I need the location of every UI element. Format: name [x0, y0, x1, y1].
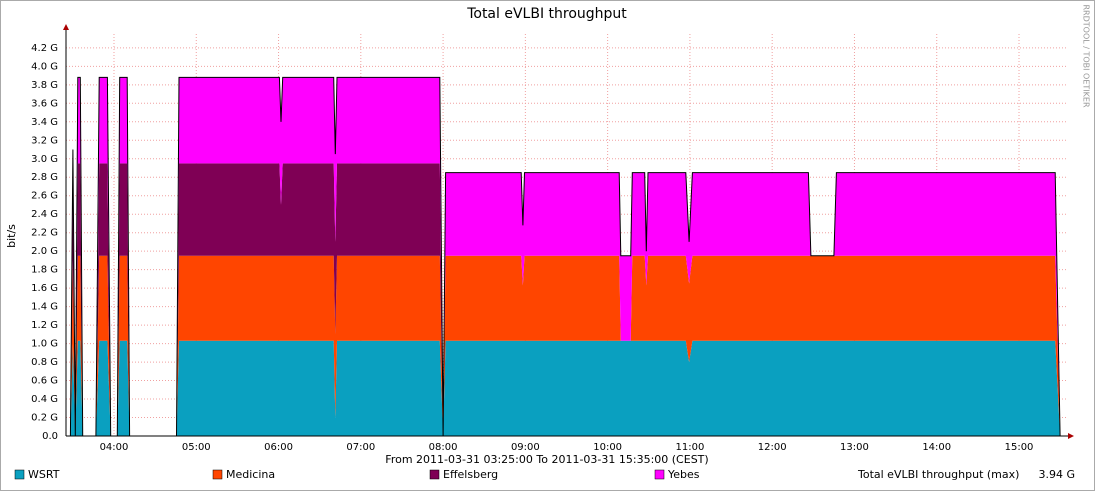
y-tick-label: 2.0 G — [31, 246, 58, 257]
y-tick-label: 3.2 G — [31, 135, 58, 146]
area — [66, 340, 1061, 436]
y-tick-label: 1.6 G — [31, 283, 58, 294]
y-tick-label: 2.8 G — [31, 172, 58, 183]
y-tick-label: 1.8 G — [31, 265, 58, 276]
total-outline — [66, 76, 1061, 437]
y-tick-label: 0.6 G — [31, 376, 58, 387]
y-tick-label: 3.8 G — [31, 80, 58, 91]
x-tick-label: 09:00 — [511, 442, 540, 453]
x-tick-label: 12:00 — [758, 442, 787, 453]
areas — [66, 76, 1061, 437]
legend-swatch — [212, 469, 223, 480]
axes — [63, 24, 1074, 439]
y-tick-label: 3.0 G — [31, 154, 58, 165]
y-tick-label: 1.4 G — [31, 302, 58, 313]
y-tick-label: 2.4 G — [31, 209, 58, 220]
y-tick-label: 0.2 G — [31, 413, 58, 424]
x-tick-label: 13:00 — [840, 442, 869, 453]
x-tick-label: 05:00 — [182, 442, 211, 453]
y-tick-label: 0.8 G — [31, 357, 58, 368]
y-tick-label: 4.2 G — [31, 43, 58, 54]
legend-swatch — [429, 469, 440, 480]
max-value: 3.94 G — [1038, 468, 1075, 481]
legend-label: Yebes — [667, 468, 700, 481]
legend-label: Medicina — [226, 468, 275, 481]
legend-swatch — [654, 469, 665, 480]
max-label: Total eVLBI throughput (max) — [857, 468, 1019, 481]
y-tick-label: 4.0 G — [31, 61, 58, 72]
area — [66, 255, 1061, 436]
x-tick-label: 11:00 — [675, 442, 704, 453]
y-tick-label: 1.0 G — [31, 339, 58, 350]
y-tick-label: 3.4 G — [31, 117, 58, 128]
x-tick-label: 15:00 — [1005, 442, 1034, 453]
x-axis-label: From 2011-03-31 03:25:00 To 2011-03-31 1… — [385, 453, 708, 466]
x-arrow — [1068, 433, 1074, 439]
x-tick-label: 10:00 — [593, 442, 622, 453]
watermark: RRDTOOL / TOBI OETIKER — [1082, 4, 1091, 107]
x-tick-label: 04:00 — [100, 442, 129, 453]
y-tick-label: 0.4 G — [31, 394, 58, 405]
x-tick-label: 14:00 — [922, 442, 951, 453]
x-tick-label: 07:00 — [346, 442, 375, 453]
y-tick-label: 3.6 G — [31, 98, 58, 109]
chart-title: Total eVLBI throughput — [466, 6, 627, 22]
area — [66, 163, 1061, 436]
legend-label: Effelsberg — [443, 468, 498, 481]
y-axis-label: bit/s — [5, 224, 18, 248]
y-tick-label: 2.6 G — [31, 191, 58, 202]
x-tick-label: 06:00 — [264, 442, 293, 453]
y-tick-label: 2.2 G — [31, 228, 58, 239]
x-tick-label: 08:00 — [429, 442, 458, 453]
legend-label: WSRT — [28, 468, 60, 481]
y-tick-label: 0.0 — [42, 431, 58, 442]
legend-swatch — [14, 469, 25, 480]
y-tick-label: 1.2 G — [31, 320, 58, 331]
y-arrow — [63, 24, 69, 30]
